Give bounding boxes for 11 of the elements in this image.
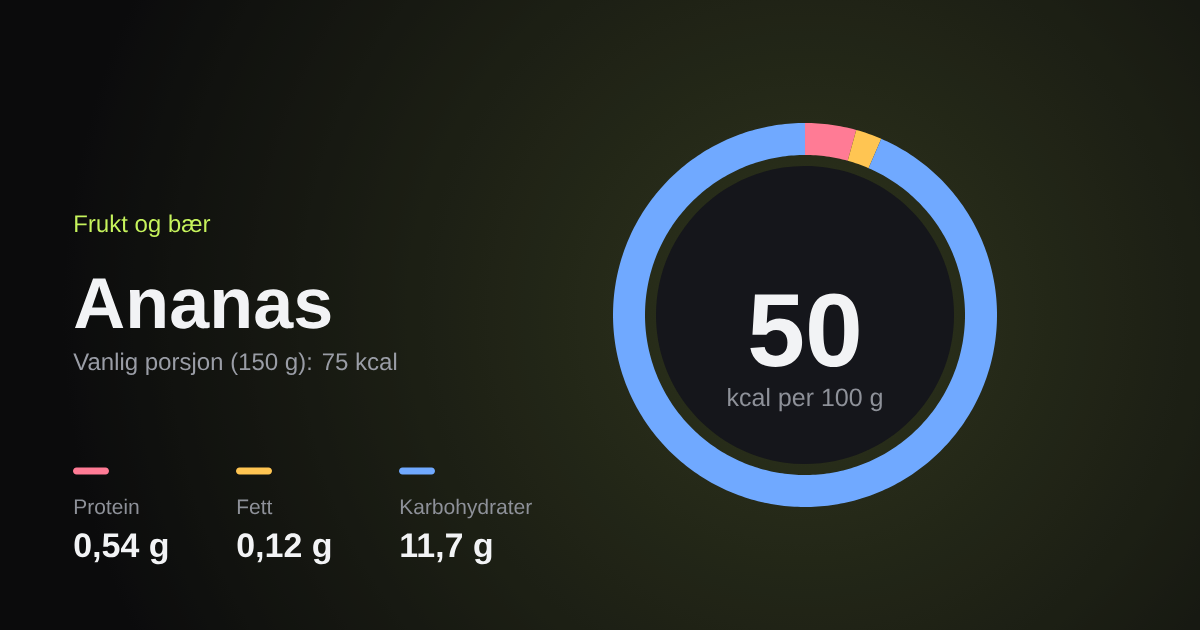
text: kcal per 100 g [728, 387, 882, 412]
text: Frukt og bær [75, 214, 211, 237]
text: Vanlig porsjon (150 g): 75 kcal [73, 352, 397, 375]
text: 0,54 g [74, 533, 168, 565]
text: 11,7 g [401, 533, 492, 565]
text: Ananas [74, 278, 331, 329]
legend-label: Protein [74, 498, 139, 515]
legend-label: Karbohydrater [400, 498, 532, 519]
text: 50 [750, 293, 859, 368]
text: 0,12 g [237, 533, 331, 565]
legend-label: Fett [237, 499, 273, 515]
